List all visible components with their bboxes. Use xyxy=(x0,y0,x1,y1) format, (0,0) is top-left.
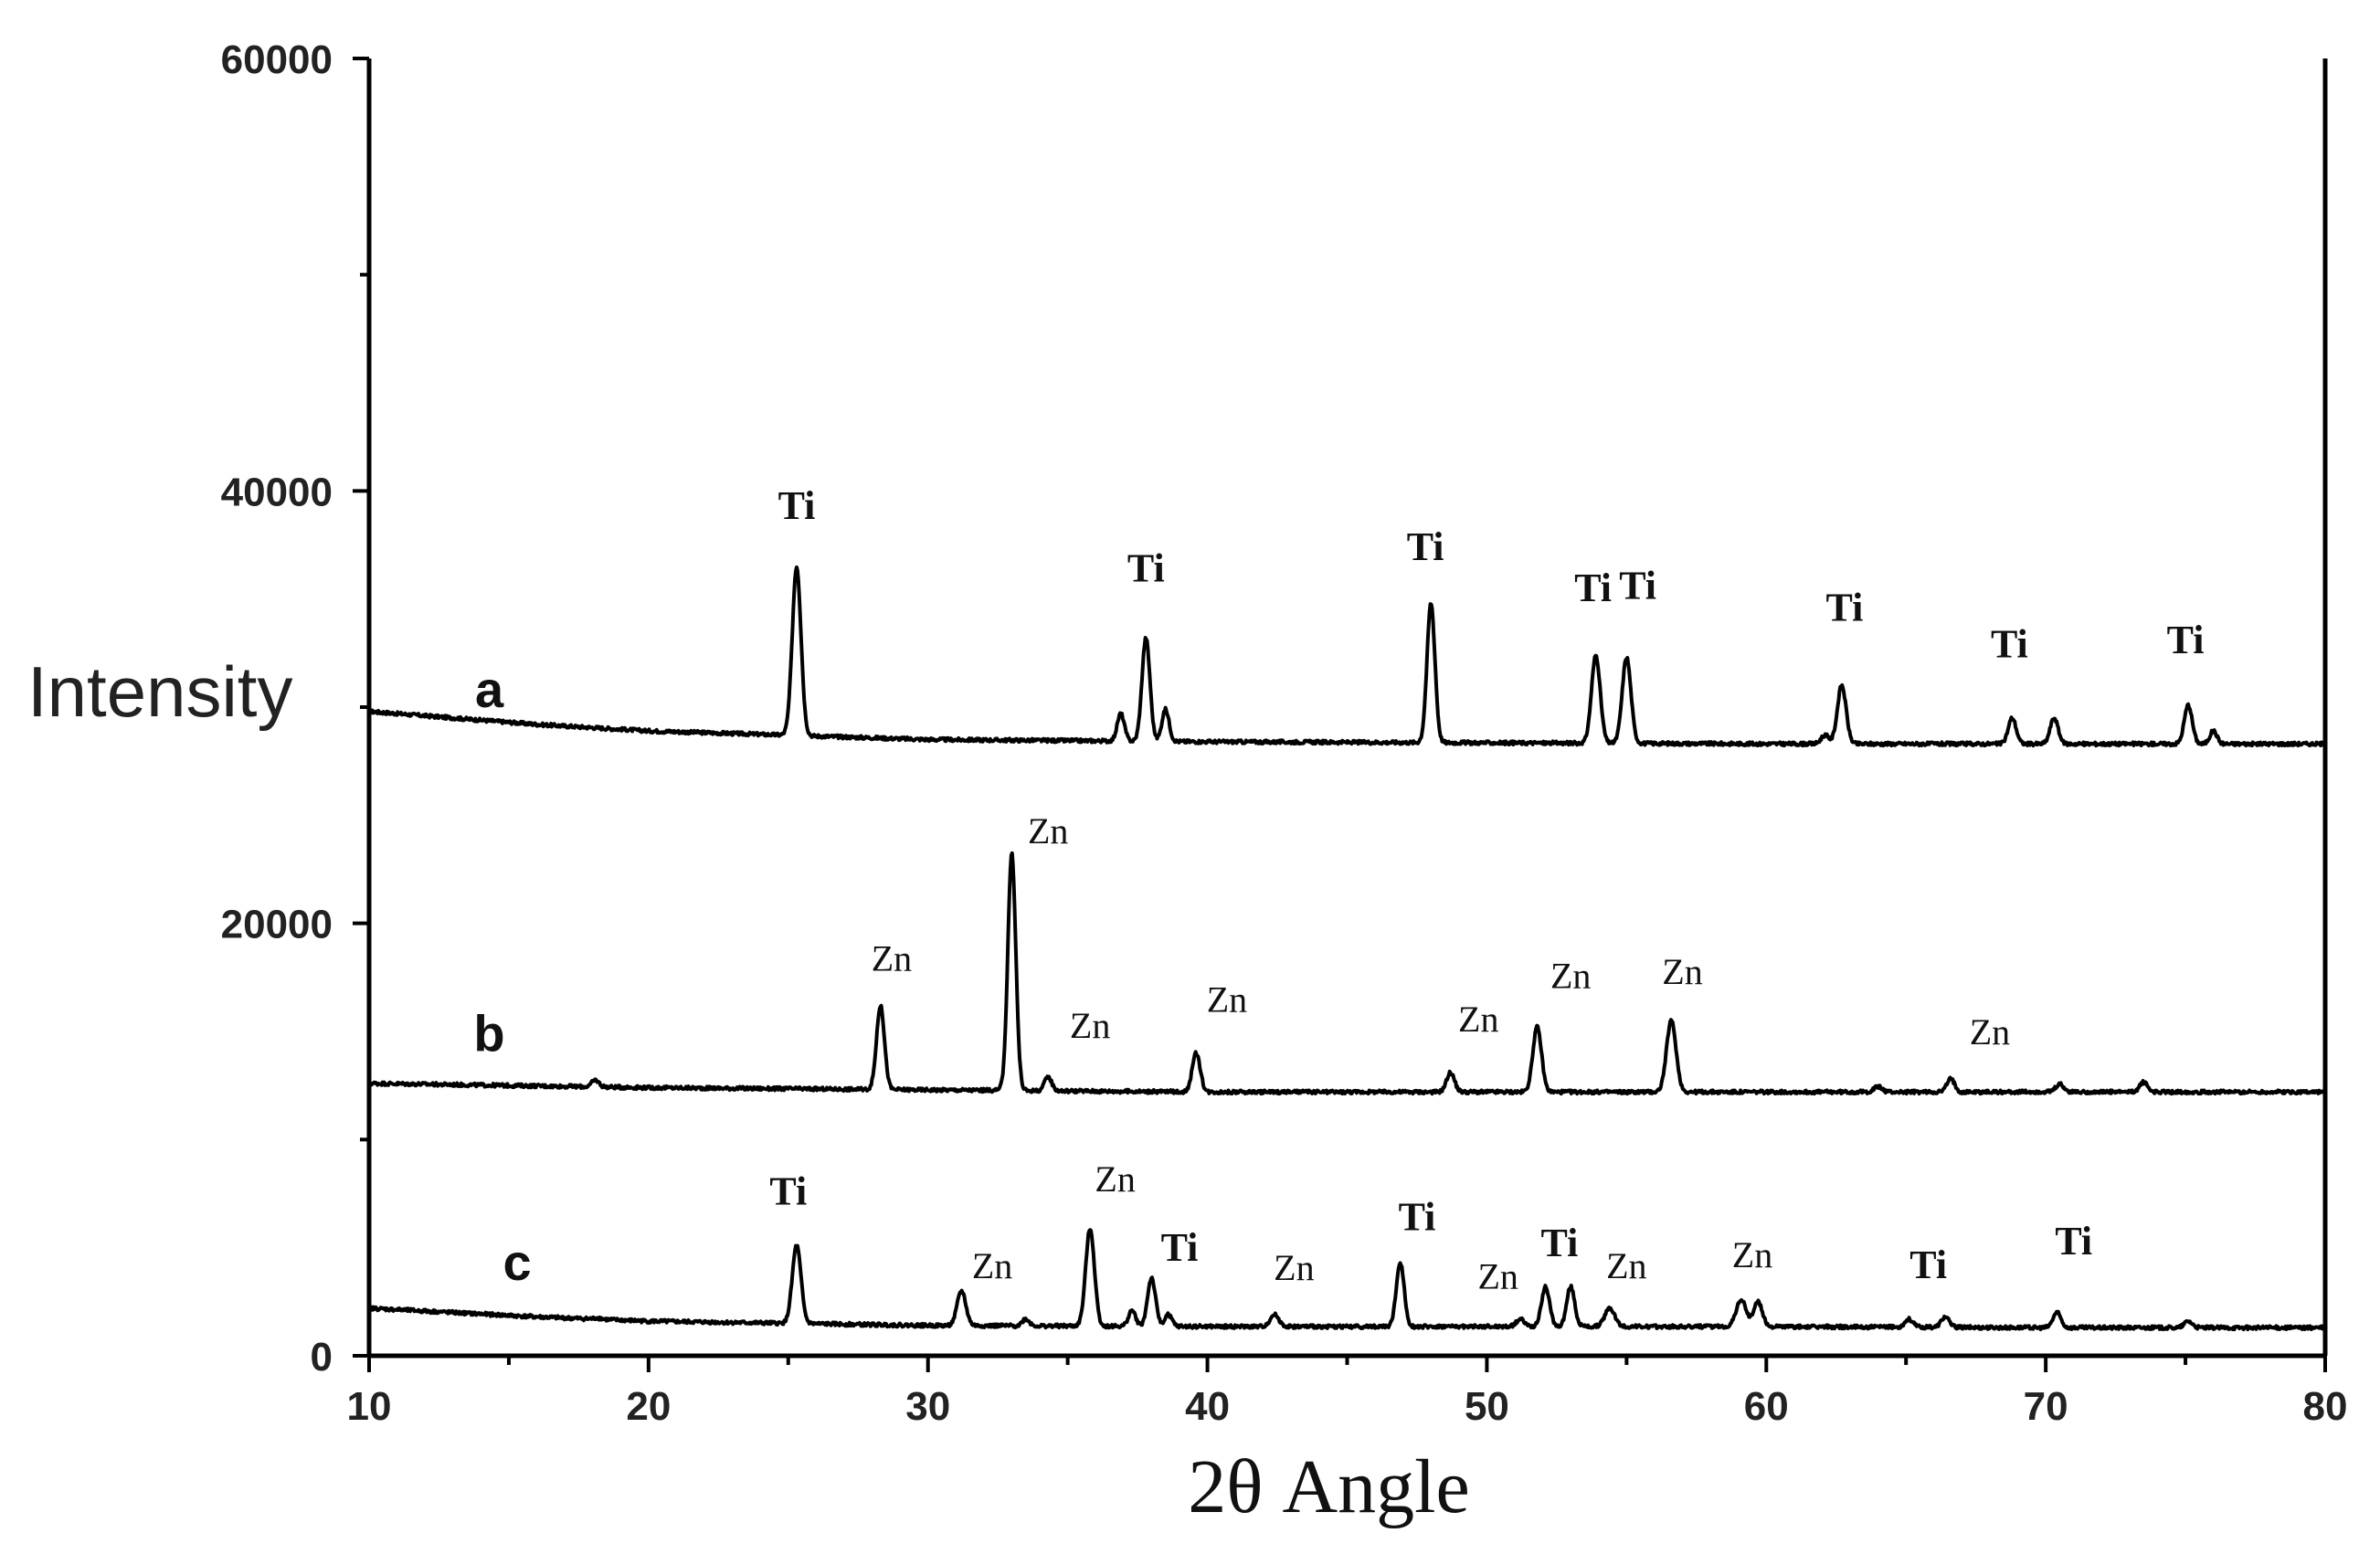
peak-label-ti: Ti xyxy=(1619,564,1656,608)
peak-label-zn: Zn xyxy=(1207,979,1247,1020)
y-tick-label: 60000 xyxy=(221,37,333,82)
peak-label-ti: Ti xyxy=(1991,622,2028,667)
series-layer xyxy=(367,565,2327,1332)
x-tick-label: 80 xyxy=(2303,1384,2348,1429)
peak-label-ti: Ti xyxy=(1407,524,1444,569)
series-line-b xyxy=(367,851,2327,1096)
axes: 10 20 30 40 50 60 70 80 0 20000 40000 60000 xyxy=(221,37,2348,1429)
series-line-c xyxy=(367,1228,2327,1332)
peak-label-zn: Zn xyxy=(1095,1158,1135,1200)
peak-label-zn: Zn xyxy=(1458,999,1498,1040)
peak-label-zn: Zn xyxy=(872,938,912,979)
x-tick-label: 40 xyxy=(1185,1384,1230,1429)
peak-label-ti: Ti xyxy=(1399,1195,1436,1240)
y-tick-label: 40000 xyxy=(221,470,333,514)
peak-label-zn: Zn xyxy=(1070,1005,1110,1046)
peak-label-zn: Zn xyxy=(972,1245,1012,1286)
peak-label-zn: Zn xyxy=(1477,1256,1518,1297)
peak-label-ti: Ti xyxy=(2055,1219,2092,1264)
peak-label-zn: Zn xyxy=(1274,1247,1314,1288)
peak-label-ti: Ti xyxy=(1909,1242,1947,1287)
peak-label-ti: Ti xyxy=(769,1168,807,1213)
peak-label-zn: Zn xyxy=(1662,951,1702,992)
series-line-a xyxy=(367,565,2326,748)
peak-label-zn: Zn xyxy=(1606,1245,1646,1286)
peak-label-ti: Ti xyxy=(778,483,816,528)
peak-label-zn: Zn xyxy=(1550,956,1591,997)
x-tick-label: 20 xyxy=(626,1384,671,1429)
x-tick-label: 30 xyxy=(905,1384,950,1429)
peak-label-ti: Ti xyxy=(2167,618,2205,662)
x-axis-label: 2θ Angle xyxy=(1188,1444,1470,1529)
peak-label-zn: Zn xyxy=(1732,1234,1772,1275)
peak-label-zn: Zn xyxy=(1970,1011,2010,1052)
trace-label-b: b xyxy=(473,1004,504,1062)
x-tick-label: 10 xyxy=(347,1384,392,1429)
trace-label-c: c xyxy=(503,1233,532,1291)
trace-label-a: a xyxy=(475,661,504,718)
y-tick-label: 0 xyxy=(311,1335,333,1380)
peak-label-ti: Ti xyxy=(1127,546,1165,591)
y-tick-label: 20000 xyxy=(221,903,333,947)
x-tick-label: 60 xyxy=(1744,1384,1789,1429)
peak-label-ti: Ti xyxy=(1161,1225,1199,1270)
y-axis-label: Intensity xyxy=(27,651,292,732)
peak-label-ti: Ti xyxy=(1541,1221,1579,1265)
x-tick-label: 50 xyxy=(1465,1384,1509,1429)
x-tick-label: 70 xyxy=(2024,1384,2068,1429)
peak-label-ti: Ti xyxy=(1574,566,1612,610)
peak-label-ti: Ti xyxy=(1826,585,1864,629)
peak-label-zn: Zn xyxy=(1028,810,1068,851)
